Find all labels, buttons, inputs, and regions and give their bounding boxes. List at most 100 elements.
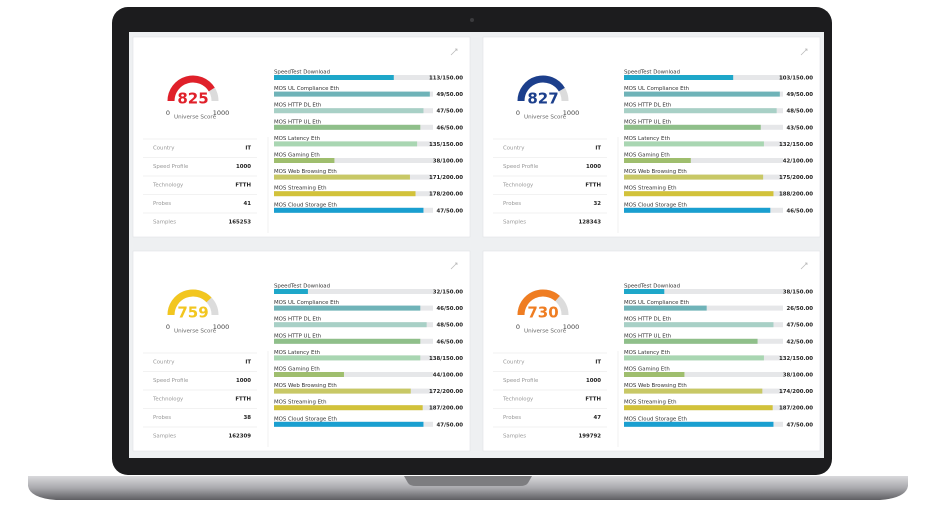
- info-label: Technology: [502, 183, 534, 189]
- metric-track: [274, 158, 433, 163]
- metric-name: MOS Gaming Eth: [274, 153, 320, 159]
- card-panel: [482, 36, 821, 238]
- gauge-fill: [167, 289, 212, 316]
- info-label: Country: [153, 360, 175, 366]
- info-label: Samples: [153, 220, 176, 226]
- metric-bar: [274, 207, 424, 213]
- metric-bar: [274, 158, 335, 163]
- info-label: Speed Profile: [153, 164, 189, 170]
- gauge-caption: Universe Score: [174, 115, 217, 121]
- metric-name: MOS Gaming Eth: [274, 367, 320, 373]
- info-label: Country: [153, 146, 175, 152]
- expand-icon: [450, 262, 458, 270]
- metric-bar: [274, 338, 421, 344]
- gauge-caption: Universe Score: [524, 329, 567, 335]
- metric-name: MOS Latency Eth: [624, 350, 670, 356]
- info-value: IT: [245, 360, 251, 366]
- metric-bar: [274, 141, 418, 147]
- metric-value: 47/50.00: [786, 323, 813, 329]
- metric-value: 135/150.00: [429, 142, 463, 148]
- info-label: Technology: [152, 183, 184, 189]
- metric-bar: [274, 305, 421, 311]
- info-label: Samples: [153, 434, 176, 440]
- info-value: FTTH: [235, 183, 251, 189]
- gauge-caption: Universe Score: [524, 115, 567, 121]
- card-panel: [482, 250, 821, 452]
- info-value: 32: [593, 201, 601, 207]
- metric-name: MOS UL Compliance Eth: [624, 86, 689, 92]
- metric-value: 26/50.00: [786, 306, 813, 312]
- metric-value: 49/50.00: [786, 92, 813, 98]
- metric-bar: [274, 421, 424, 427]
- metric-value: 175/200.00: [779, 175, 813, 181]
- metric-bar: [624, 338, 758, 344]
- info-value: 1000: [586, 164, 601, 170]
- gauge-score: 825: [177, 90, 208, 108]
- metric-name: MOS HTTP UL Eth: [624, 119, 671, 125]
- metric-track: [624, 372, 783, 377]
- metric-bar: [274, 405, 423, 411]
- info-value: 41: [243, 201, 251, 207]
- info-value: 47: [593, 415, 601, 421]
- metric-value: 43/50.00: [786, 125, 813, 131]
- info-label: Probes: [153, 415, 171, 421]
- expand-icon: [450, 48, 458, 56]
- metric-value: 46/50.00: [436, 339, 463, 345]
- info-value: 199792: [578, 434, 601, 440]
- metric-track: [274, 372, 433, 377]
- metric-value: 42/50.00: [786, 339, 813, 345]
- metric-name: MOS Streaming Eth: [274, 400, 327, 406]
- expand-icon: [800, 48, 808, 56]
- gauge-max: 1000: [213, 109, 230, 117]
- metric-value: 38/150.00: [783, 290, 814, 296]
- gauge-max: 1000: [563, 109, 580, 117]
- metric-value: 103/150.00: [779, 76, 813, 82]
- metric-value: 46/50.00: [436, 306, 463, 312]
- metric-bar: [624, 75, 734, 80]
- metric-bar: [624, 124, 761, 130]
- metric-name: SpeedTest Download: [624, 284, 680, 290]
- info-label: Country: [503, 360, 525, 366]
- metric-name: MOS Web Browsing Eth: [624, 383, 687, 389]
- metric-bar: [274, 174, 410, 180]
- metric-value: 49/50.00: [436, 92, 463, 98]
- metric-value: 132/150.00: [779, 356, 813, 362]
- metric-value: 113/150.00: [429, 76, 463, 82]
- metric-name: MOS Streaming Eth: [274, 186, 327, 192]
- metric-name: MOS Gaming Eth: [624, 367, 670, 373]
- metric-bar: [624, 405, 773, 411]
- info-label: Speed Profile: [153, 378, 189, 384]
- info-value: 162309: [228, 434, 251, 440]
- gauge-min: 0: [166, 323, 170, 331]
- metric-value: 46/50.00: [436, 125, 463, 131]
- info-value: IT: [595, 146, 601, 152]
- metric-name: SpeedTest Download: [274, 70, 330, 76]
- info-label: Samples: [503, 434, 526, 440]
- metric-bar: [624, 191, 774, 197]
- metric-value: 42/100.00: [783, 159, 814, 165]
- metric-value: 132/150.00: [779, 142, 813, 148]
- metric-bar: [624, 158, 691, 163]
- info-value: 128343: [578, 220, 601, 226]
- gauge-fill: [517, 75, 565, 102]
- metric-bar: [274, 372, 344, 377]
- info-value: 165253: [228, 220, 251, 226]
- card-panel: [132, 250, 471, 452]
- metric-bar: [274, 108, 424, 114]
- metric-value: 47/50.00: [436, 109, 463, 115]
- metric-bar: [624, 421, 774, 427]
- metric-value: 187/200.00: [429, 406, 463, 412]
- metric-track: [274, 289, 433, 294]
- gauge-max: 1000: [563, 323, 580, 331]
- info-label: Country: [503, 146, 525, 152]
- info-value: IT: [595, 360, 601, 366]
- metric-bar: [624, 388, 763, 394]
- metric-value: 38/100.00: [433, 159, 464, 165]
- metric-value: 174/200.00: [779, 389, 813, 395]
- metric-bar: [624, 207, 771, 213]
